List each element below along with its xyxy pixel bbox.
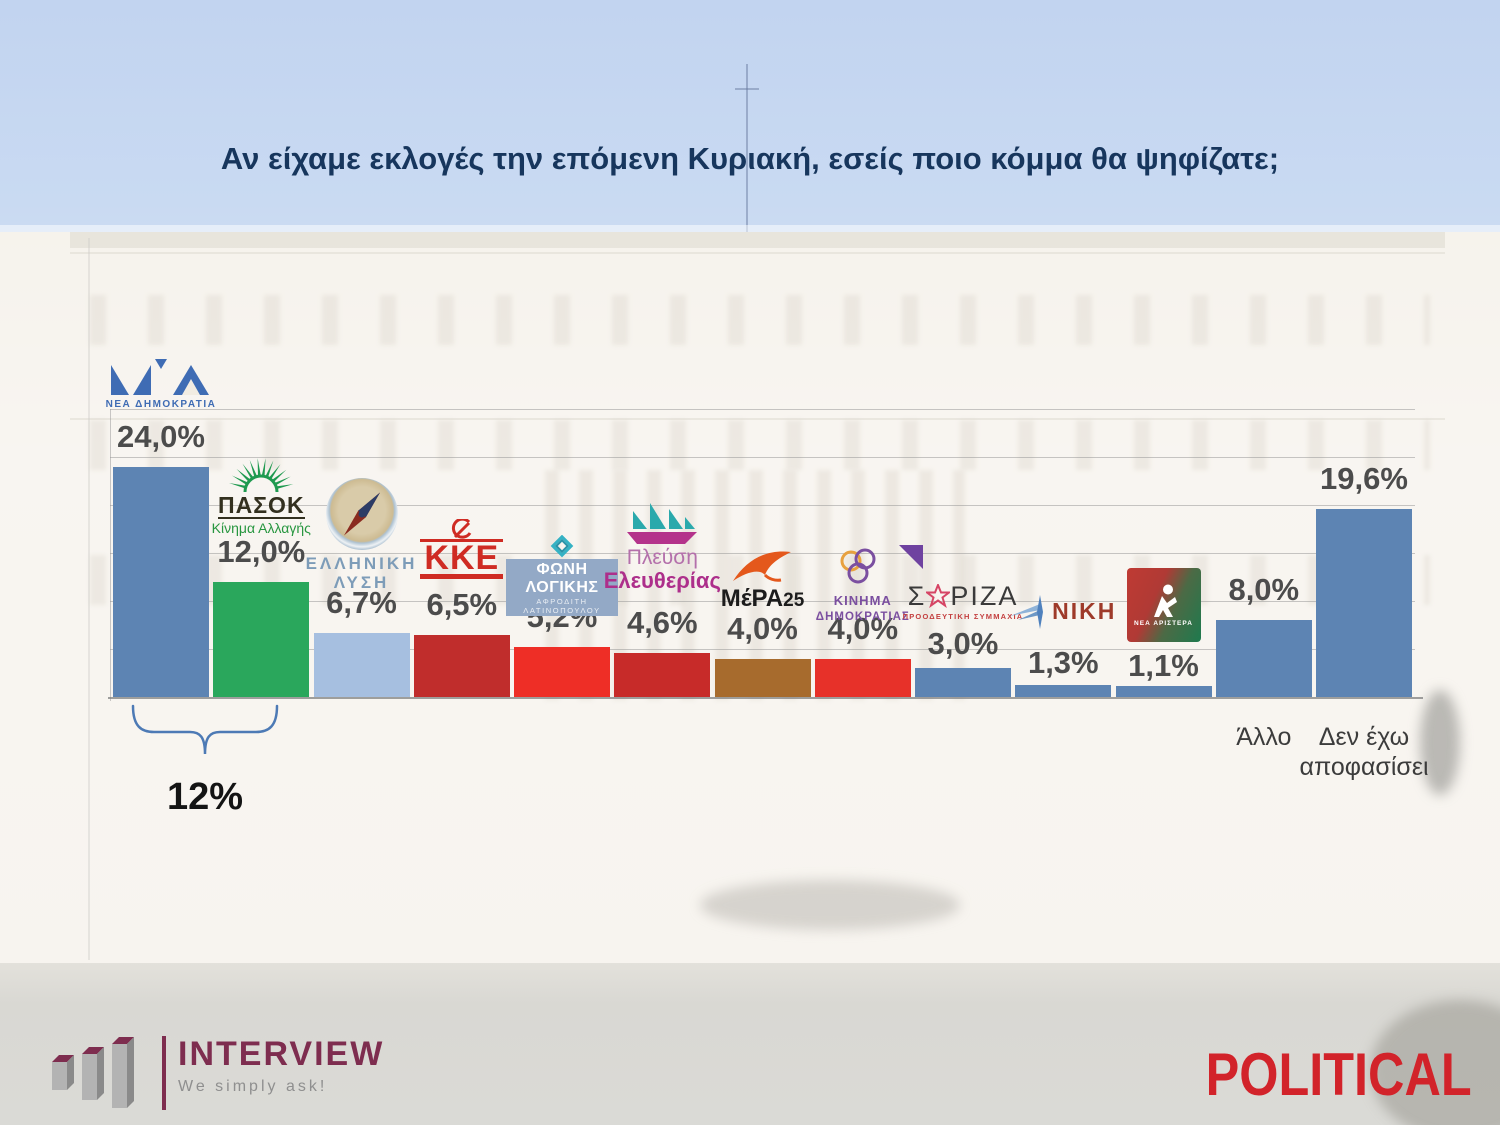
kinima-dimokratias-logo: ΚΙΝΗΜΑ ΔΗΜΟΚΡΑΤΙΑΣ — [803, 544, 923, 625]
political-logo: POLITICAL — [1206, 1041, 1472, 1108]
value-label: 4,0% — [727, 610, 798, 646]
foni-logikis-logo: ΦΩΝΗ ΛΟΓΙΚΗΣ ΑΦΡΟΔΙΤΗ ΛΑΤΙΝΟΠΟΥΛΟΥ — [506, 535, 618, 618]
value-label: 6,5% — [426, 586, 498, 622]
bar-Δεν έχω αποφασίσει — [1316, 508, 1412, 697]
x-axis-baseline — [108, 697, 1423, 699]
gridline — [110, 505, 1415, 506]
gridline — [110, 649, 1415, 650]
interview-divider — [162, 1036, 166, 1110]
bracket-label: 12% — [166, 776, 244, 818]
niki-logo: ΝΙΚΗ — [1003, 594, 1123, 629]
square-pavement-background — [0, 963, 1500, 1125]
statue-silhouette — [1420, 690, 1460, 795]
bar-ΣΥΡΙΖΑ — [915, 668, 1011, 697]
value-label: 8,0% — [1228, 572, 1300, 608]
interview-logo: INTERVIEW We simply ask! — [48, 1034, 384, 1114]
category-label: Άλλο — [1236, 723, 1292, 751]
value-label: 19,6% — [1320, 460, 1408, 496]
nd-logo: ΝΕΑ ΔΗΜΟΚΡΑΤΙΑ — [101, 357, 221, 410]
kke-logo: ΚΚΕ — [416, 518, 508, 579]
gridline — [110, 601, 1415, 602]
difference-bracket — [131, 704, 279, 755]
bar-ΜέΡΑ25 — [714, 658, 811, 697]
category-label: Δεν έχω αποφασίσει — [1299, 723, 1429, 781]
nea-aristera-logo: ΝΕΑ ΑΡΙΣΤΕΡΑ — [1126, 568, 1201, 643]
value-label: 6,7% — [326, 584, 397, 620]
bar-ΠΛΕΥΣΗ ΕΛΕΥΘΕΡΙΑΣ — [614, 652, 711, 697]
bar-ΠΑΣΟΚ — [213, 581, 310, 697]
bar-ΝΕΑ ΔΗΜΟΚΡΑΤΙΑ — [113, 466, 209, 697]
bar-Άλλο — [1215, 620, 1312, 697]
value-label: 3,0% — [927, 626, 999, 662]
bar-ΝΙΚΗ — [1015, 684, 1112, 697]
y-axis — [110, 409, 111, 701]
crowd-silhouette — [700, 880, 960, 930]
bar-ΕΛΛΗΝΙΚΗ ΛΥΣΗ — [313, 632, 410, 697]
gridline — [110, 409, 1415, 410]
interview-bars-icon — [52, 1037, 134, 1108]
building-antenna — [746, 64, 748, 232]
interview-tagline: We simply ask! — [178, 1078, 328, 1095]
elliniki-lysi-logo: ΕΛΛΗΝΙΚΗ ΛΥΣΗ — [297, 477, 427, 593]
gridline — [110, 457, 1415, 458]
bar-ΝΕΑ ΑΡΙΣΤΕΡΑ — [1115, 686, 1212, 697]
value-label: 4,6% — [626, 604, 698, 640]
syriza-logo: Σ ΡΙΖΑ ΠΡΟΟΔΕΥΤΙΚΗ ΣΥΜΜΑΧΙΑ — [902, 581, 1024, 622]
value-label: 1,1% — [1128, 648, 1199, 684]
gridline — [110, 553, 1415, 554]
bar-ΚΙΝΗΜΑ ΔΗΜΟΚΡΑΤΙΑΣ — [814, 658, 911, 697]
page-title: Αν είχαμε εκλογές την επόμενη Κυριακή, ε… — [220, 141, 1280, 176]
value-label: 1,3% — [1027, 644, 1099, 680]
mera25-logo: ΜέΡΑ25 — [703, 545, 823, 613]
value-label: 24,0% — [117, 418, 205, 454]
pasok-logo: ΠΑΣΟΚ Κίνημα Αλλαγής — [206, 453, 316, 536]
plefsi-eleftherias-logo: Πλεύση Ελευθερίας — [598, 499, 726, 593]
interview-wordmark: INTERVIEW — [178, 1035, 385, 1073]
value-label: 12,0% — [217, 533, 306, 569]
value-label: 4,0% — [827, 610, 899, 646]
bar-ΦΩΝΗ ΛΟΓΙΚΗΣ — [514, 647, 610, 697]
bar-ΚΚΕ — [413, 634, 510, 697]
building-antenna-crossbar — [735, 88, 759, 90]
